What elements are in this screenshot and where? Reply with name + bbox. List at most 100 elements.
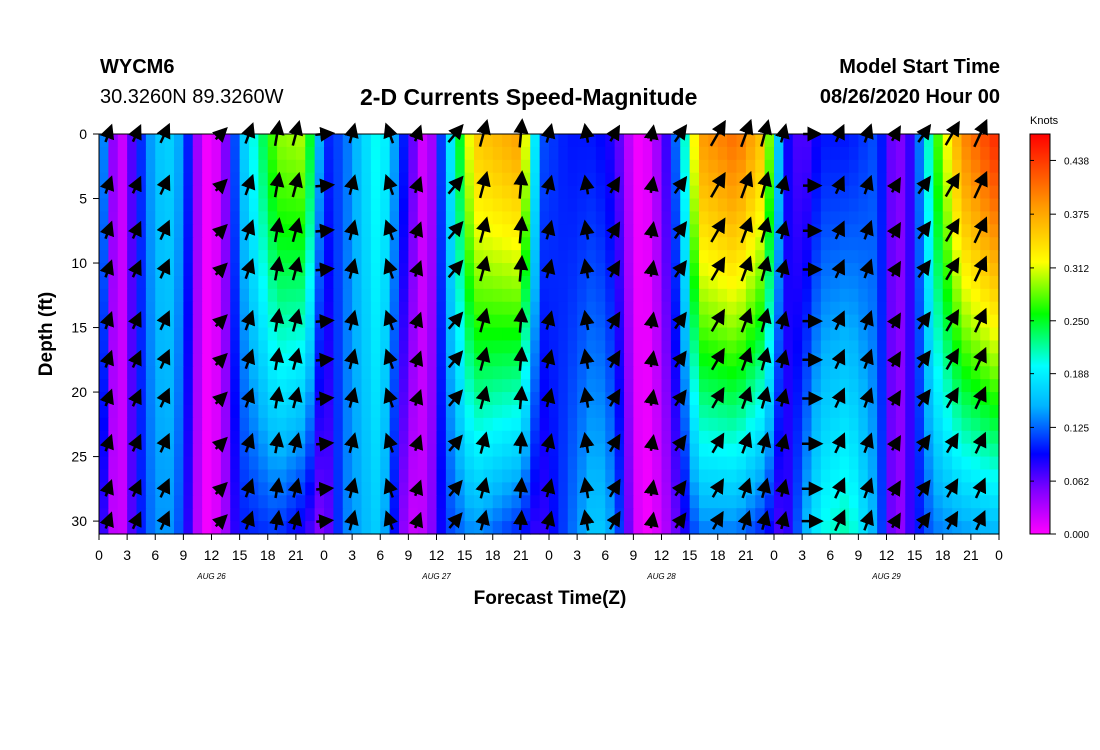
current-vector (579, 477, 595, 499)
heatmap-cell (577, 237, 588, 251)
heatmap-cell (127, 327, 138, 342)
heatmap-cell (389, 146, 400, 161)
heatmap-cell (905, 417, 916, 432)
heatmap-cell (783, 301, 794, 316)
heatmap-cell (802, 275, 813, 290)
x-tick-label: 15 (232, 547, 248, 563)
heatmap-cell (567, 508, 578, 522)
heatmap-cell (286, 340, 297, 354)
heatmap-cell (399, 172, 409, 187)
heatmap-cell (595, 211, 606, 225)
heatmap-cell (164, 404, 175, 419)
heatmap-cell (614, 417, 625, 432)
heatmap-cell (558, 443, 569, 458)
heatmap-cell (324, 366, 334, 380)
heatmap-cell (820, 211, 831, 225)
heatmap-cell (933, 495, 944, 509)
day-label: AUG 29 (871, 572, 901, 581)
heatmap-cell (717, 159, 728, 174)
current-vector (886, 351, 901, 368)
heatmap-cell (624, 340, 634, 354)
heatmap-cell (342, 443, 353, 458)
heatmap-cell (924, 250, 934, 264)
heatmap-cell (230, 366, 241, 380)
heatmap-cell (436, 482, 447, 496)
x-tick-label: 12 (204, 547, 220, 563)
heatmap-cell (689, 211, 700, 225)
current-vector (99, 511, 114, 529)
heatmap-cell (774, 521, 784, 535)
heatmap-cell (586, 134, 597, 148)
heatmap-cell (802, 211, 813, 225)
heatmap-cell (145, 211, 156, 225)
current-vector (269, 217, 285, 243)
heatmap-cell (849, 508, 859, 522)
heatmap-cell (924, 417, 934, 432)
heatmap-cell (174, 211, 184, 225)
heatmap-cell (886, 417, 897, 432)
heatmap-cell (249, 404, 259, 419)
heatmap-cell (989, 275, 1000, 290)
heatmap-cell (820, 404, 831, 419)
heatmap-cell (455, 237, 466, 251)
current-vector (738, 346, 753, 371)
heatmap-cell (183, 521, 194, 535)
heatmap-cell (211, 172, 222, 187)
heatmap-cell (755, 159, 766, 174)
heatmap-cell (830, 237, 841, 251)
heatmap-cell (830, 366, 841, 380)
heatmap-cell (652, 159, 663, 174)
heatmap-cell (699, 288, 709, 303)
heatmap-cell (680, 353, 691, 367)
heatmap-cell (502, 314, 513, 329)
heatmap-cell (661, 417, 672, 432)
heatmap-cell (820, 327, 831, 342)
heatmap-cell (905, 301, 916, 316)
current-vector (383, 387, 398, 408)
heatmap-cell (642, 379, 653, 393)
heatmap-cell (755, 430, 766, 445)
heatmap-cell (249, 521, 259, 535)
current-vector (513, 170, 529, 199)
heatmap-cell (502, 353, 513, 367)
heatmap-cell (586, 404, 597, 419)
heatmap-cell (155, 508, 166, 522)
heatmap-cell (267, 443, 278, 458)
heatmap-cell (764, 417, 775, 432)
heatmap-cell (811, 275, 822, 290)
heatmap-cell (820, 340, 831, 354)
heatmap-cell (249, 146, 259, 161)
heatmap-cell (539, 146, 550, 161)
heatmap-cell (858, 172, 869, 187)
heatmap-cell (558, 250, 569, 264)
heatmap-cell (511, 275, 522, 290)
heatmap-cell (811, 469, 822, 483)
heatmap-cell (830, 379, 841, 393)
heatmap-cell (492, 224, 503, 238)
heatmap-cell (483, 469, 494, 483)
heatmap-cell (989, 327, 1000, 342)
heatmap-cell (933, 366, 944, 380)
heatmap-cell (886, 404, 897, 419)
current-vector (287, 477, 303, 498)
heatmap-cell (802, 469, 813, 483)
heatmap-cell (324, 211, 334, 225)
heatmap-cell (567, 392, 578, 406)
heatmap-cell (661, 443, 672, 458)
heatmap-cell (652, 146, 663, 161)
heatmap-cell (427, 521, 438, 535)
heatmap-cell (183, 495, 194, 509)
heatmap-cell (361, 521, 372, 535)
y-axis-label: Depth (ft) (36, 292, 57, 376)
heatmap-cell (633, 134, 644, 148)
heatmap-cell (670, 211, 681, 225)
heatmap-cell (492, 417, 503, 432)
heatmap-cell (839, 211, 850, 225)
heatmap-cell (980, 456, 991, 471)
heatmap-cell (230, 430, 241, 445)
heatmap-cell (670, 417, 681, 432)
heatmap-cell (305, 134, 316, 148)
heatmap-cell (867, 301, 878, 316)
heatmap-cell (595, 146, 606, 161)
heatmap-cell (174, 301, 184, 316)
